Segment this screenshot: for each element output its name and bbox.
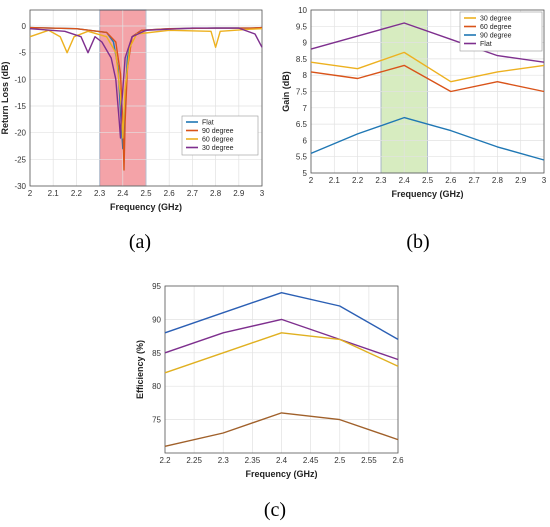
x-tick-label: 2.2 xyxy=(159,456,171,465)
legend-entry: 30 degree xyxy=(480,16,512,23)
x-tick-label: 2.1 xyxy=(329,176,341,185)
axes-frame xyxy=(29,9,263,187)
series-line-e0b020 xyxy=(164,332,399,374)
series-line-7e2f8e xyxy=(164,318,399,361)
series-line-60-degree xyxy=(29,28,263,139)
y-tick-label: 8.5 xyxy=(296,55,308,64)
x-tick-label: 2.35 xyxy=(245,456,261,465)
x-tick-label: 2.5 xyxy=(422,176,434,185)
x-tick-label: 2.5 xyxy=(140,189,152,198)
y-tick-label: 10 xyxy=(298,6,307,15)
y-tick-label: 90 xyxy=(152,315,161,324)
series-line-60-degree xyxy=(310,64,545,93)
legend-entry: 60 degree xyxy=(480,24,512,31)
x-tick-label: 2.4 xyxy=(399,176,411,185)
x-axis-label: Frequency (GHz) xyxy=(110,202,182,212)
x-tick-label: 2.8 xyxy=(492,176,504,185)
x-tick-label: 3 xyxy=(260,189,265,198)
y-tick-label: 7.5 xyxy=(296,88,308,97)
y-tick-label: -10 xyxy=(14,75,26,84)
x-tick-label: 2.3 xyxy=(218,456,230,465)
x-tick-label: 2.25 xyxy=(186,456,202,465)
chart-a: 2 2.1 2.2 2.3 2.4 2.5 2.6 2.7 2.8 2.9 3 0 -5 -10 -15 -2… xyxy=(0,9,265,253)
x-tick-label: 2 xyxy=(309,176,314,185)
y-tick-label: 9.5 xyxy=(296,22,308,31)
y-tick-label: -20 xyxy=(14,129,26,138)
x-tick-label: 2.6 xyxy=(392,456,404,465)
y-tick-label: 7 xyxy=(303,104,308,113)
legend-entry: 60 degree xyxy=(202,137,234,144)
y-tick-label: 6.5 xyxy=(296,120,308,129)
x-tick-label: 2.1 xyxy=(48,189,60,198)
series-line-30-degree xyxy=(29,27,263,139)
x-tick-label: 2 xyxy=(28,189,33,198)
series-line-flat xyxy=(310,22,545,63)
x-tick-label: 2.3 xyxy=(94,189,106,198)
legend-entry: 90 degree xyxy=(480,33,512,40)
y-tick-label: -5 xyxy=(19,49,27,58)
y-tick-label: 80 xyxy=(152,382,161,391)
y-tick-label: 0 xyxy=(22,22,27,31)
subfigure-caption: (a) xyxy=(129,231,151,253)
y-tick-label: -30 xyxy=(14,182,26,191)
y-axis-label: Efficiency (%) xyxy=(135,340,145,399)
y-tick-label: 5 xyxy=(303,169,308,178)
x-tick-label: 2.9 xyxy=(233,189,245,198)
x-tick-label: 2.7 xyxy=(469,176,481,185)
x-tick-label: 2.8 xyxy=(210,189,222,198)
legend-entry: Flat xyxy=(480,41,492,48)
y-axis-label: Return Loss (dB) xyxy=(0,61,10,134)
y-tick-label: 95 xyxy=(152,282,161,291)
x-tick-label: 2.4 xyxy=(117,189,129,198)
y-tick-label: 8 xyxy=(303,71,308,80)
y-tick-label: 6 xyxy=(303,136,308,145)
x-tick-label: 2.9 xyxy=(515,176,527,185)
legend-entry: Flat xyxy=(202,120,214,127)
x-tick-label: 2.2 xyxy=(71,189,83,198)
x-tick-label: 2.55 xyxy=(361,456,377,465)
y-tick-label: -25 xyxy=(14,155,26,164)
subfigure-caption: (b) xyxy=(406,231,429,253)
y-tick-label: 85 xyxy=(152,349,161,358)
y-tick-label: 9 xyxy=(303,39,308,48)
legend-entry: 30 degree xyxy=(202,145,234,152)
chart-c: 2.2 2.25 2.3 2.35 2.4 2.45 2.5 2.55 2.6 95 90 85 80 7… xyxy=(135,282,404,521)
x-tick-label: 2.7 xyxy=(187,189,199,198)
x-tick-label: 2.3 xyxy=(375,176,387,185)
x-axis-label: Frequency (GHz) xyxy=(245,469,317,479)
chart-b: 2 2.1 2.2 2.3 2.4 2.5 2.6 2.7 2.8 2.9 3 10 9.5 9 8.5 8 7… xyxy=(281,6,547,253)
series-line-90-degree xyxy=(310,116,545,161)
y-axis-label: Gain (dB) xyxy=(281,71,291,112)
series-line-a0602a xyxy=(164,412,399,447)
x-axis-label: Frequency (GHz) xyxy=(391,189,463,199)
y-tick-label: -15 xyxy=(14,102,26,111)
x-tick-label: 3 xyxy=(542,176,547,185)
x-tick-label: 2.45 xyxy=(303,456,319,465)
x-tick-label: 2.5 xyxy=(334,456,346,465)
y-tick-label: 5.5 xyxy=(296,153,308,162)
axes-frame xyxy=(164,285,399,454)
x-tick-label: 2.4 xyxy=(276,456,288,465)
x-tick-label: 2.6 xyxy=(164,189,176,198)
subfigure-caption: (c) xyxy=(264,499,286,521)
x-tick-label: 2.2 xyxy=(352,176,364,185)
series-line-2b5fb4 xyxy=(164,292,399,341)
x-tick-label: 2.6 xyxy=(445,176,457,185)
y-tick-label: 75 xyxy=(152,416,161,425)
series-line-30-degree xyxy=(310,51,545,83)
legend-entry: 90 degree xyxy=(202,128,234,135)
